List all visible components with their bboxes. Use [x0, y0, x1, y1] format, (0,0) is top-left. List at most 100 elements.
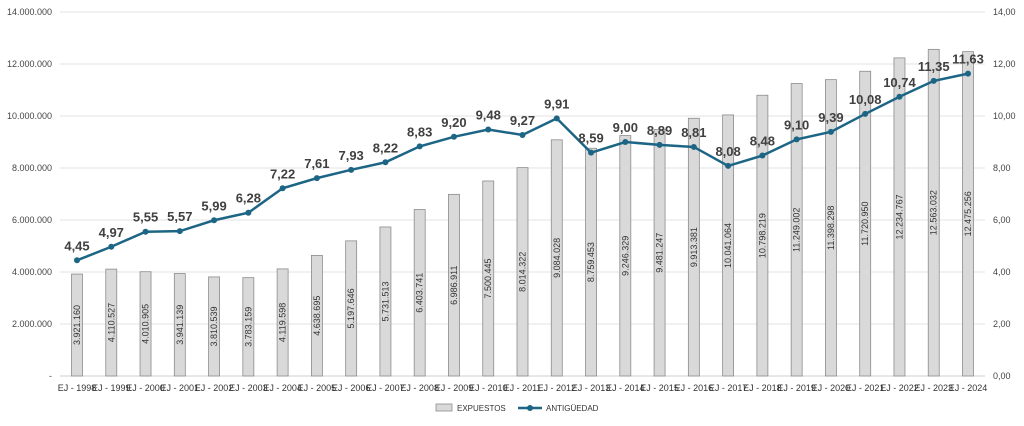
bar-value-label: 5.197.646	[346, 288, 356, 328]
x-tick-label: EJ - 1998	[58, 383, 97, 393]
line-point	[245, 209, 252, 216]
bar	[516, 167, 529, 377]
line-value-label: 11,35	[918, 59, 950, 74]
bar-value-label: 12.475.256	[963, 191, 973, 236]
x-tick-label: EJ - 2006	[332, 383, 371, 393]
bar	[550, 139, 563, 377]
y-left-tick-label: 8.000.000	[12, 163, 52, 173]
line-point	[348, 166, 355, 173]
bar	[722, 114, 735, 377]
line-point	[142, 228, 149, 235]
y-right-tick-label: 0,00	[993, 371, 1011, 381]
bar-value-label: 8.014.322	[518, 252, 528, 292]
legend-line-marker	[527, 405, 533, 411]
x-tick-label: EJ - 2018	[743, 383, 782, 393]
bar	[687, 117, 700, 377]
x-tick-label: EJ - 2008	[400, 383, 439, 393]
bar-value-label: 3.783.159	[243, 307, 253, 347]
line-point	[725, 162, 732, 169]
y-left-tick-label: 12.000.000	[7, 59, 52, 69]
bar-value-label: 4.638.695	[312, 296, 322, 336]
line-value-label: 7,22	[270, 166, 295, 181]
line-value-label: 8,22	[373, 140, 398, 155]
line-point	[313, 175, 320, 182]
bar	[413, 209, 426, 377]
x-tick-label: EJ - 2009	[435, 383, 474, 393]
line-value-label: 11,63	[952, 52, 984, 67]
x-tick-label: EJ - 2007	[366, 383, 405, 393]
line-point	[862, 110, 869, 117]
bar-value-label: 10.798.219	[757, 213, 767, 258]
bar	[790, 83, 803, 377]
bar	[825, 79, 837, 377]
y-right-tick-label: 6,00	[993, 215, 1011, 225]
bar	[310, 254, 323, 377]
line-point	[279, 185, 286, 192]
x-tick-label: EJ - 2005	[298, 383, 337, 393]
bar-value-label: 4.110.527	[106, 303, 116, 342]
line-value-label: 9,27	[510, 113, 535, 128]
y-left-tick-label: -	[49, 371, 52, 381]
y-right-tick-label: 14,00	[993, 7, 1016, 17]
line-point	[211, 217, 218, 224]
bar	[139, 271, 152, 377]
x-tick-label: EJ - 2014	[606, 383, 645, 393]
line-point	[690, 143, 697, 150]
bar	[345, 240, 358, 377]
x-tick-label: EJ - 2003	[229, 383, 268, 393]
x-tick-label: EJ - 2011	[504, 383, 542, 393]
x-tick-label: EJ - 2015	[640, 383, 679, 393]
line-value-label: 8,08	[715, 144, 740, 159]
line-point	[965, 70, 971, 77]
line-point	[176, 228, 183, 235]
line-value-label: 8,59	[578, 131, 603, 146]
y-left-tick-label: 4.000.000	[12, 267, 52, 277]
bar	[276, 268, 289, 377]
bar-value-label: 3.941.139	[175, 305, 185, 345]
line-value-label: 4,97	[99, 225, 124, 240]
bar-value-label: 8.759.453	[586, 242, 596, 282]
bar	[619, 135, 632, 377]
bar	[859, 70, 872, 377]
line-point	[793, 136, 800, 143]
line-point	[656, 141, 663, 148]
x-tick-label: EJ - 2000	[126, 383, 165, 393]
line-point	[588, 149, 595, 156]
x-tick-label: EJ - 1999	[92, 383, 131, 393]
bar	[208, 276, 220, 377]
line-point	[74, 257, 80, 264]
line-value-label: 8,83	[407, 124, 432, 139]
y-right-tick-label: 12,00	[993, 59, 1016, 69]
line-value-label: 10,74	[883, 75, 916, 90]
bar-value-label: 11.720.950	[860, 201, 870, 245]
line-point	[416, 143, 423, 150]
bar-value-label: 11.398.298	[826, 206, 836, 250]
bar	[379, 226, 392, 377]
bar-value-label: 11.249.002	[792, 208, 802, 252]
line-value-label: 6,28	[236, 191, 261, 206]
bar-value-label: 4.119.598	[278, 303, 288, 342]
line-point	[553, 115, 560, 122]
bar-value-label: 3.921.160	[72, 305, 82, 345]
y-left-tick-label: 10.000.000	[7, 111, 52, 121]
bar	[962, 51, 974, 377]
bar-value-label: 9.481.247	[655, 233, 665, 273]
x-tick-label: EJ - 2010	[469, 383, 508, 393]
bar-value-label: 10.041.064	[723, 223, 733, 268]
y-left-tick-label: 14.000.000	[7, 7, 52, 17]
line-value-label: 5,99	[201, 198, 226, 213]
bar-value-label: 7.500.445	[483, 258, 493, 298]
bar-value-label: 12.234.767	[894, 194, 904, 239]
bar	[242, 277, 255, 377]
line-value-label: 9,00	[613, 120, 638, 135]
bar-value-label: 9.084.028	[552, 238, 562, 278]
bar-value-label: 6.403.741	[415, 273, 425, 313]
line-point	[108, 243, 115, 250]
y-right-tick-label: 8,00	[993, 163, 1011, 173]
line-value-label: 8,48	[750, 134, 775, 149]
line-point	[896, 93, 903, 100]
bar	[893, 57, 906, 377]
bar-value-label: 6.986.911	[449, 265, 459, 304]
x-tick-label: EJ - 2021	[846, 383, 885, 393]
